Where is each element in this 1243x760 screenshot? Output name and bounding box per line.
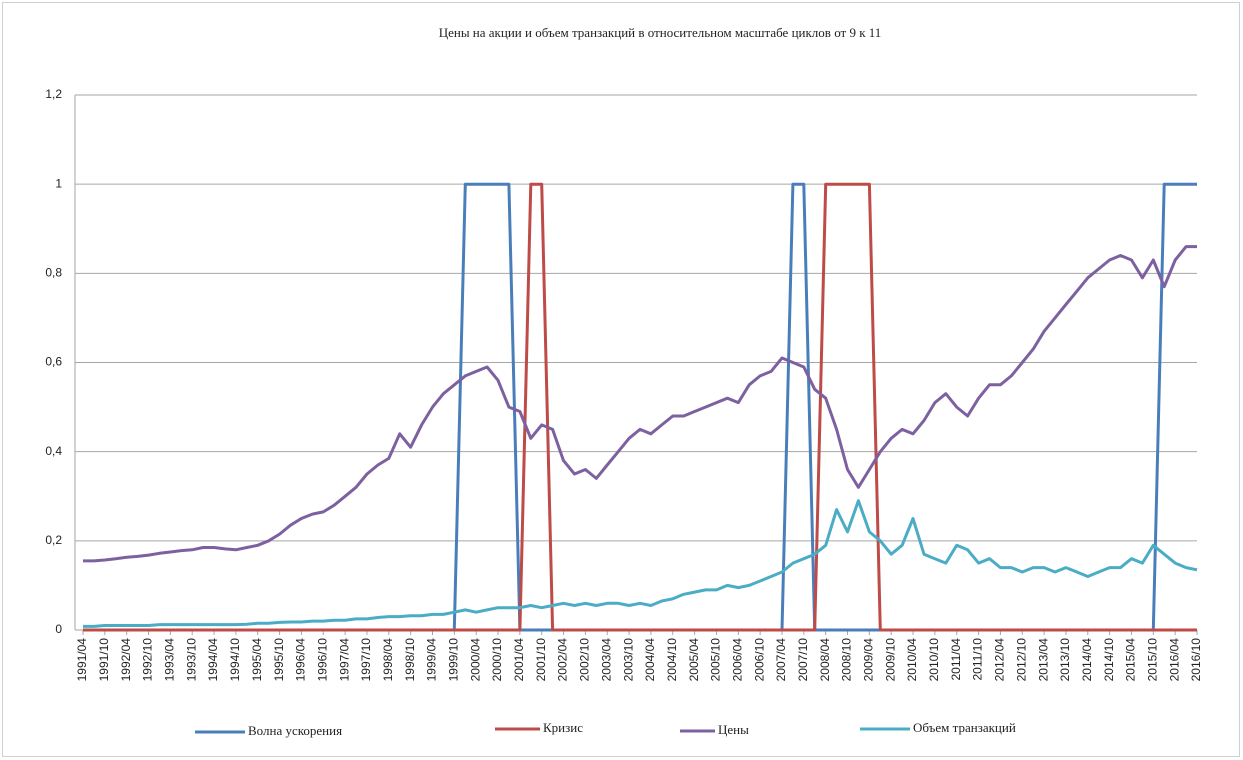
legend-label: Объем транзакций: [913, 720, 1016, 735]
x-tick-label: 1997/10: [359, 638, 373, 682]
x-tick-label: 1992/04: [119, 638, 133, 682]
x-tick-label: 2012/04: [993, 638, 1007, 682]
legend-label: Кризис: [543, 720, 583, 735]
y-tick-label: 0,6: [45, 355, 62, 369]
x-tick-label: 2005/04: [687, 638, 701, 682]
y-tick-label: 0,2: [45, 533, 62, 547]
x-tick-label: 1993/10: [184, 638, 198, 682]
x-tick-label: 1999/04: [425, 638, 439, 682]
x-tick-label: 1996/04: [294, 638, 308, 682]
x-tick-label: 2013/10: [1058, 638, 1072, 682]
x-tick-label: 2001/04: [512, 638, 526, 682]
series-line: [83, 245, 1197, 563]
y-tick-label: 0: [55, 622, 62, 636]
x-tick-label: 1998/10: [403, 638, 417, 682]
x-tick-label: 2004/04: [643, 638, 657, 682]
x-tick-label: 2008/04: [818, 638, 832, 682]
x-tick-label: 1994/10: [228, 638, 242, 682]
chart-title: Цены на акции и объем транзакций в относ…: [439, 25, 882, 40]
x-tick-label: 2015/04: [1124, 638, 1138, 682]
x-tick-label: 2014/10: [1102, 638, 1116, 682]
series-line: [83, 499, 1198, 628]
x-tick-label: 1991/10: [97, 638, 111, 682]
x-tick-label: 2014/04: [1080, 638, 1094, 682]
x-tick-label: 1995/10: [272, 638, 286, 682]
x-tick-label: 1991/04: [75, 638, 89, 682]
x-tick-label: 2003/04: [599, 638, 613, 682]
x-tick-label: 2005/10: [709, 638, 723, 682]
x-tick-label: 2016/04: [1167, 638, 1181, 682]
x-tick-label: 2000/10: [490, 638, 504, 682]
x-tick-label: 1996/10: [315, 638, 329, 682]
x-tick-label: 2015/10: [1145, 638, 1159, 682]
x-tick-label: 2004/10: [665, 638, 679, 682]
legend-label: Цены: [718, 722, 749, 737]
x-tick-label: 1999/10: [447, 638, 461, 682]
series-line: [83, 182, 1197, 632]
x-tick-label: 2001/10: [534, 638, 548, 682]
x-tick-label: 1992/10: [141, 638, 155, 682]
y-tick-label: 1,2: [45, 87, 62, 101]
x-tick-label: 2011/04: [949, 638, 963, 681]
x-tick-label: 2007/10: [796, 638, 810, 682]
y-tick-label: 1: [55, 176, 62, 190]
x-tick-label: 2007/04: [774, 638, 788, 682]
x-tick-label: 2010/10: [927, 638, 941, 682]
x-tick-label: 1995/04: [250, 638, 264, 682]
x-tick-label: 2002/04: [556, 638, 570, 682]
y-tick-label: 0,4: [45, 444, 62, 458]
x-tick-label: 2010/04: [905, 638, 919, 682]
x-tick-label: 2009/04: [862, 638, 876, 682]
x-tick-label: 2008/10: [840, 638, 854, 682]
x-tick-label: 1997/04: [337, 638, 351, 682]
y-tick-label: 0,8: [45, 266, 62, 280]
x-tick-label: 2006/04: [730, 638, 744, 682]
x-tick-label: 2013/04: [1036, 638, 1050, 682]
legend-label: Волна ускорения: [248, 723, 342, 738]
x-tick-label: 2009/10: [883, 638, 897, 682]
x-tick-label: 2006/10: [752, 638, 766, 682]
x-tick-label: 1998/04: [381, 638, 395, 682]
x-tick-label: 2011/10: [971, 638, 985, 681]
x-tick-label: 2000/04: [468, 638, 482, 682]
x-tick-label: 1993/04: [163, 638, 177, 682]
x-tick-label: 2003/10: [621, 638, 635, 682]
x-tick-label: 2002/10: [578, 638, 592, 682]
x-tick-label: 1994/04: [206, 638, 220, 682]
x-tick-label: 2012/10: [1014, 638, 1028, 682]
x-tick-label: 2016/10: [1189, 638, 1203, 682]
